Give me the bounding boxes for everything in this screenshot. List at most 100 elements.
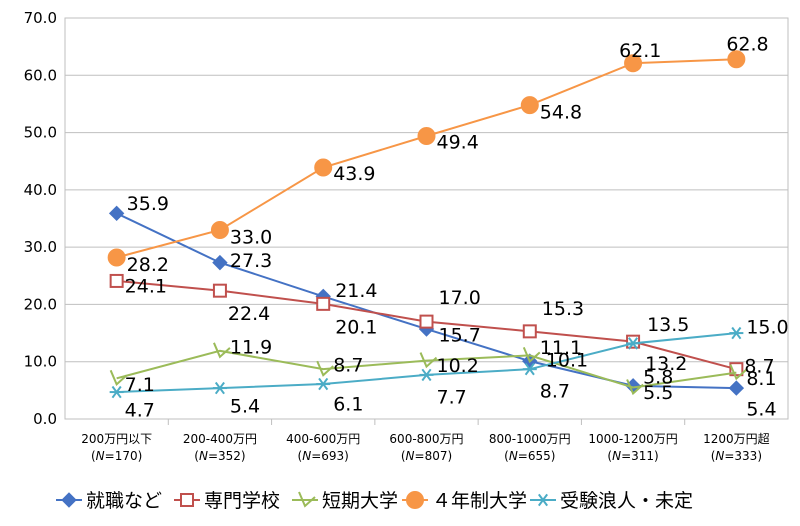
data-label: 10.2	[437, 355, 479, 377]
data-label: 54.8	[540, 102, 582, 124]
legend-label: ４年制大学	[432, 490, 527, 512]
x-tick-label: 600-800万円	[389, 432, 463, 446]
legend-label: 短期大学	[322, 490, 398, 512]
data-label: 62.1	[619, 40, 661, 62]
data-point	[522, 324, 537, 339]
data-label: 8.1	[746, 368, 776, 390]
data-label: 22.4	[228, 303, 270, 325]
data-point	[419, 352, 438, 369]
data-label: 27.3	[230, 250, 272, 272]
data-label: 7.1	[125, 374, 155, 396]
data-point	[316, 377, 331, 391]
x-tick-sublabel: (N=655)	[504, 449, 555, 463]
axes: 0.0 10.0 20.0 30.0 40.0 50.0 60.0 70.0 200万円以下 (N…	[24, 9, 770, 463]
y-tick-label: 50.0	[24, 124, 57, 142]
data-label: 62.8	[726, 34, 768, 56]
legend-marker	[61, 492, 77, 508]
y-tick-label: 70.0	[24, 9, 57, 27]
data-label: 20.1	[335, 316, 377, 338]
data-point	[212, 254, 228, 271]
x-tick-sublabel: (N=352)	[194, 449, 245, 463]
data-point	[316, 296, 331, 311]
legend: 就職など 専門学校 短期大学 ４年制大学 受験浪人・未定	[56, 490, 693, 512]
data-label: 6.1	[333, 394, 363, 416]
x-tick-sublabel: (N=311)	[607, 449, 658, 463]
x-tick-label: 1200万円超	[703, 431, 770, 446]
data-point	[624, 54, 643, 73]
data-point	[109, 385, 124, 399]
y-tick-label: 40.0	[24, 181, 57, 199]
data-point	[520, 96, 539, 115]
data-labels: 35.9 27.3 21.4 15.7 10.1 5.8 5.4 24.1 22.4 20.1 17…	[125, 34, 789, 422]
x-tick-label: 200万円以下	[81, 432, 152, 446]
data-point	[109, 369, 128, 387]
data-label: 21.4	[335, 280, 377, 302]
data-point	[108, 205, 125, 222]
data-label: 4.7	[125, 400, 155, 422]
data-label: 35.9	[127, 193, 169, 215]
data-label: 5.5	[643, 382, 673, 404]
legend-item: 短期大学	[292, 490, 398, 512]
data-point	[522, 362, 537, 376]
legend-item: ４年制大学	[402, 490, 527, 512]
data-label: 5.4	[230, 396, 260, 418]
legend-item: 就職など	[56, 490, 162, 512]
data-point	[314, 158, 333, 177]
y-tick-label: 20.0	[24, 295, 57, 313]
x-tick-sublabel: (N=693)	[298, 449, 349, 463]
series-layer	[107, 50, 748, 399]
data-label: 17.0	[439, 287, 481, 309]
y-tick-label: 60.0	[24, 66, 57, 84]
data-point	[729, 326, 744, 340]
data-point	[419, 368, 434, 382]
x-tick-label: 1000-1200万円	[588, 432, 677, 446]
y-tick-label: 30.0	[24, 238, 57, 256]
y-tick-label: 10.0	[24, 353, 57, 371]
data-label: 5.8	[643, 366, 673, 388]
legend-marker	[536, 493, 550, 507]
data-point	[316, 360, 334, 377]
data-point	[107, 248, 126, 267]
data-label: 8.7	[744, 356, 774, 378]
series-line	[116, 58, 737, 259]
data-point	[417, 127, 436, 146]
legend-marker	[180, 493, 194, 507]
data-label: 8.7	[333, 355, 363, 377]
data-point	[727, 50, 746, 69]
x-tick-label: 400-600万円	[286, 432, 360, 446]
data-point	[522, 347, 541, 364]
data-label: 8.7	[540, 381, 570, 403]
data-label: 7.7	[437, 386, 467, 408]
x-tick-sublabel: (N=807)	[401, 449, 452, 463]
data-point	[213, 342, 231, 359]
data-label: 24.1	[125, 275, 167, 297]
data-label: 13.2	[645, 353, 687, 375]
x-tick-label: 800-1000万円	[489, 432, 571, 446]
data-label: 15.0	[746, 317, 788, 339]
data-point	[212, 381, 227, 395]
data-label: 11.9	[230, 336, 272, 358]
data-point	[728, 380, 745, 396]
data-label: 11.1	[540, 337, 582, 359]
data-point	[626, 379, 644, 396]
x-tick-label: 200-400万円	[183, 432, 257, 446]
data-label: 13.5	[647, 314, 689, 336]
series-line	[116, 349, 737, 389]
x-tick-sublabel: (N=170)	[91, 449, 142, 463]
data-label: 10.1	[546, 350, 588, 372]
data-point	[212, 283, 227, 298]
data-point	[419, 314, 434, 329]
data-label: 28.2	[127, 254, 169, 276]
data-label: 33.0	[230, 226, 272, 248]
y-tick-label: 0.0	[33, 410, 57, 428]
legend-label: 受験浪人・未定	[560, 490, 693, 512]
data-label: 43.9	[333, 163, 375, 185]
data-point	[109, 273, 124, 288]
data-point	[210, 220, 229, 239]
data-point	[729, 364, 748, 381]
data-label: 5.4	[746, 399, 776, 421]
x-tick-sublabel: (N=333)	[711, 449, 762, 463]
data-label: 15.3	[542, 298, 584, 320]
